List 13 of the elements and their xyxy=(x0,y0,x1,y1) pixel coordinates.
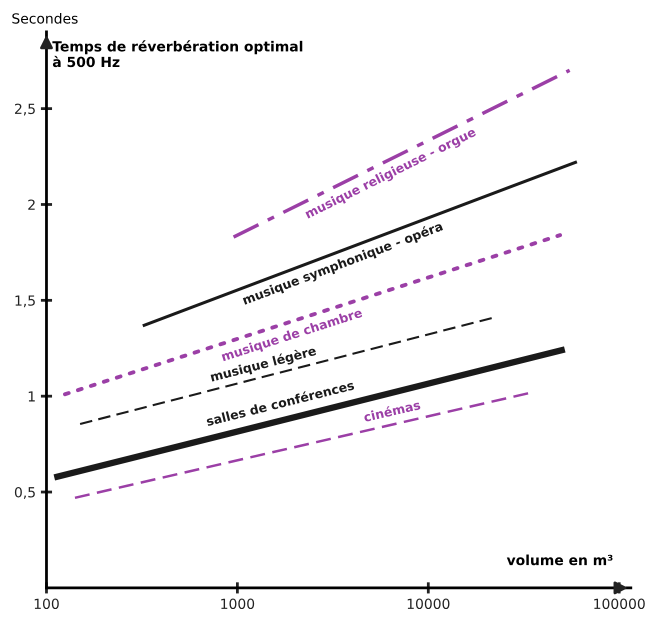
y-tick-label: 2,5 xyxy=(14,104,35,116)
text: cinémas xyxy=(363,399,421,422)
y-tick-label: 0,5 xyxy=(14,487,35,499)
text: Temps de réverbération optimal à 500 Hz xyxy=(52,40,302,68)
x-tick-label: 1000 xyxy=(221,598,254,610)
x-tick-label: 10000 xyxy=(408,598,450,610)
y-tick-label: 2 xyxy=(28,199,35,210)
y-tick-label: 1,5 xyxy=(16,295,35,308)
x-tick-label: 100000 xyxy=(594,598,645,610)
x-tick-label: 100 xyxy=(34,598,59,610)
x-axis-title: volume en m³ xyxy=(506,554,613,566)
y-axis-title: Secondes xyxy=(12,12,78,24)
y-tick-label: 1 xyxy=(28,391,35,402)
